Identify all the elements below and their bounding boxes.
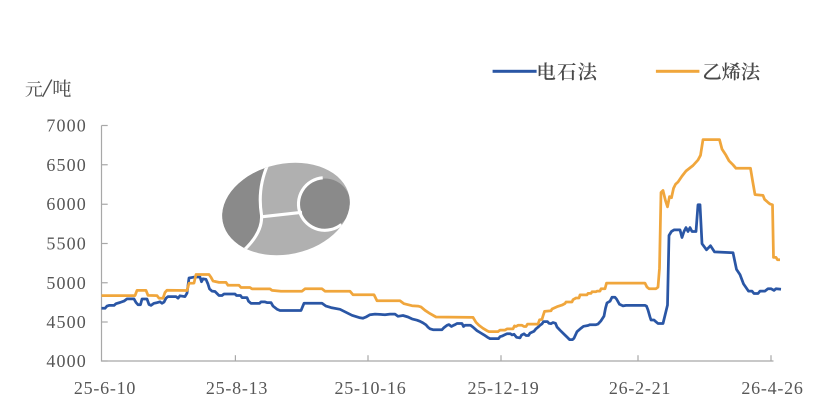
svg-text:6500: 6500: [46, 155, 86, 175]
svg-text:5500: 5500: [46, 234, 86, 254]
svg-text:5000: 5000: [46, 273, 86, 293]
svg-text:7000: 7000: [46, 116, 86, 136]
svg-text:4000: 4000: [46, 351, 86, 371]
svg-text:25-6-10: 25-6-10: [74, 378, 136, 398]
svg-text:25-10-16: 25-10-16: [335, 378, 407, 398]
svg-text:6000: 6000: [46, 194, 86, 214]
svg-text:25-12-19: 25-12-19: [468, 378, 540, 398]
svg-text:4500: 4500: [46, 312, 86, 332]
svg-text:26-2-21: 26-2-21: [609, 378, 671, 398]
svg-text:26-4-26: 26-4-26: [741, 378, 803, 398]
svg-text:25-8-13: 25-8-13: [206, 378, 268, 398]
